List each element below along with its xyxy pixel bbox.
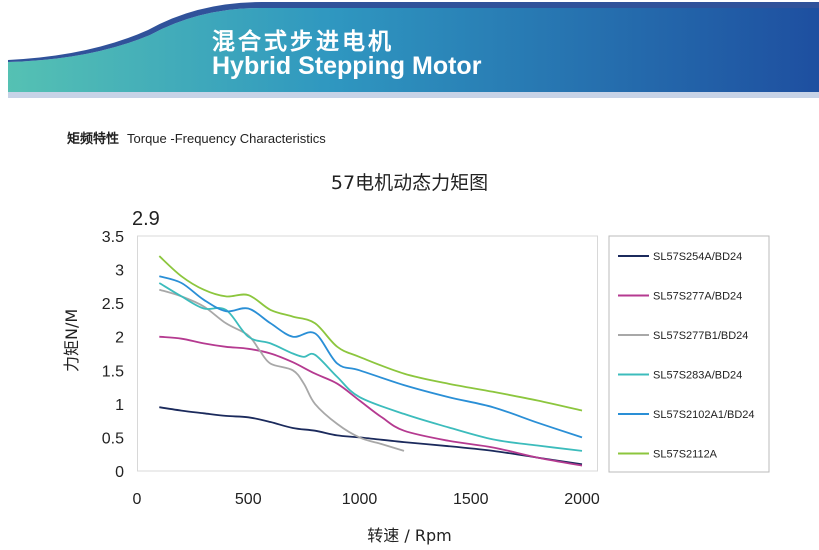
series-line-2: [159, 335, 583, 467]
series-line-4: [158, 282, 583, 452]
y-tick-label: 3: [115, 263, 124, 280]
series-line-1: [159, 406, 583, 466]
x-tick-label: 2000: [564, 491, 600, 508]
chart-ymax-note: 2.9: [132, 208, 160, 230]
y-tick-label: 3.5: [102, 229, 124, 246]
x-tick-label: 1000: [342, 491, 378, 508]
legend-label-5: SL57S2102A1/BD24: [653, 409, 755, 421]
banner-shape: [8, 8, 819, 92]
section-label-en: Torque -Frequency Characteristics: [127, 131, 326, 146]
y-tick-label: 2.5: [102, 296, 124, 313]
x-axis-label: 转速 / Rpm: [367, 526, 452, 545]
x-tick-label: 1500: [453, 491, 489, 508]
header-title-en: Hybrid Stepping Motor: [212, 52, 482, 80]
plot-area: [137, 235, 598, 472]
series-line-5: [159, 275, 583, 439]
legend-label-3: SL57S277B1/BD24: [653, 330, 748, 342]
legend-label-1: SL57S254A/BD24: [653, 251, 742, 263]
y-tick-label: 1: [115, 397, 124, 414]
legend-box: [608, 235, 770, 473]
header-banner: [8, 2, 819, 98]
chart-title: 57电机动态力矩图: [330, 172, 489, 194]
legend-label-6: SL57S2112A: [653, 449, 718, 461]
y-tick-label: 2: [115, 330, 124, 347]
series-line-6: [158, 255, 583, 412]
y-tick-label: 0: [115, 464, 124, 481]
banner-bottom-line: [8, 92, 819, 98]
series-line-3: [159, 288, 405, 452]
y-tick-label: 1.5: [102, 363, 124, 380]
section-heading: 矩频特性 Torque -Frequency Characteristics: [67, 128, 326, 147]
header-title-cn: 混合式步进电机: [212, 29, 394, 55]
section-label-cn: 矩频特性: [67, 132, 120, 147]
legend-label-4: SL57S283A/BD24: [653, 370, 742, 382]
x-tick-label: 500: [235, 491, 262, 508]
y-tick-label: 0.5: [102, 430, 124, 447]
banner-stripe: [8, 2, 819, 62]
x-tick-label: 0: [133, 491, 142, 508]
legend-label-2: SL57S277A/BD24: [653, 291, 742, 303]
